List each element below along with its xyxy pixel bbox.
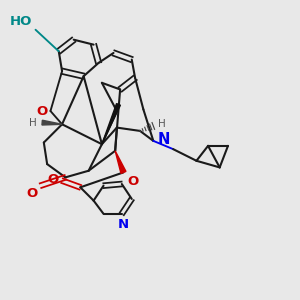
Text: H: H — [158, 119, 166, 130]
Text: HO: HO — [10, 15, 32, 28]
Text: H: H — [29, 118, 37, 128]
Text: O: O — [127, 176, 138, 188]
Polygon shape — [115, 151, 126, 173]
Text: O: O — [48, 173, 59, 186]
Text: O: O — [37, 104, 48, 118]
Polygon shape — [102, 103, 120, 144]
Text: N: N — [158, 132, 170, 147]
Text: N: N — [118, 218, 129, 231]
Polygon shape — [42, 120, 62, 125]
Text: O: O — [26, 187, 38, 200]
